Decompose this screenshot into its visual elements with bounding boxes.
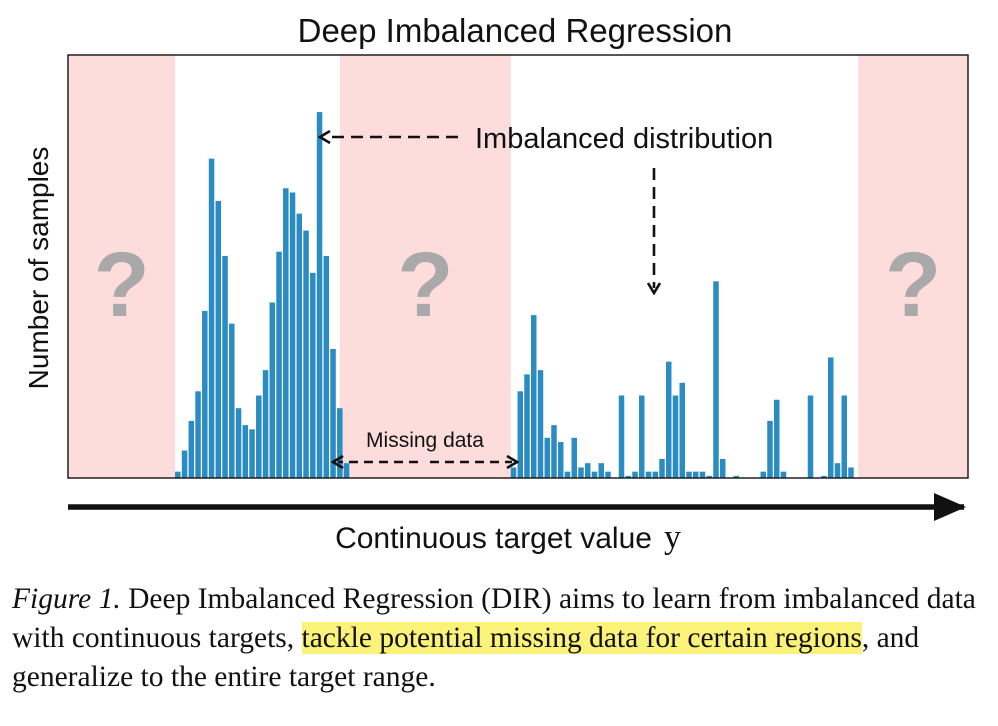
question-marks: ??? (93, 234, 941, 336)
histogram-bar (598, 463, 604, 478)
histogram-bar (605, 471, 611, 478)
x-axis-label-text: Continuous target value (335, 522, 652, 555)
histogram-bar (269, 302, 276, 478)
caption-label: Figure 1. (12, 583, 121, 615)
histogram-bar (558, 442, 564, 478)
histogram-bar (625, 475, 631, 478)
histogram-bar (686, 471, 692, 478)
missing-region (858, 55, 968, 478)
histogram-bar (235, 408, 242, 478)
histogram-bar (517, 391, 523, 478)
x-axis-label: Continuous target value y (335, 519, 681, 556)
histogram-bar (323, 255, 330, 478)
histogram-bar (289, 192, 296, 478)
histogram-bar (564, 471, 571, 478)
histogram-bar (571, 437, 577, 478)
histogram-bar (544, 437, 550, 478)
histogram-bar (706, 475, 712, 478)
histogram-bar (195, 391, 201, 478)
histogram-bar (181, 450, 188, 478)
question-mark: ? (93, 234, 149, 336)
histogram-bar (760, 471, 766, 478)
missing-region (68, 55, 176, 478)
histogram-bar (524, 374, 530, 478)
histogram-bar (666, 361, 672, 478)
histogram-bar (276, 251, 282, 478)
histogram-bar (330, 348, 336, 478)
plot-area: ??? (67, 54, 969, 479)
histogram-bar (645, 471, 652, 478)
histogram-bar (551, 425, 557, 479)
histogram-bar (693, 471, 699, 478)
histogram-bar (639, 395, 645, 478)
chart-title: Deep Imbalanced Regression (298, 12, 733, 49)
histogram-bar (215, 200, 222, 478)
histogram-bar (713, 281, 719, 478)
histogram-bar (229, 323, 235, 478)
histogram-bar (848, 467, 854, 478)
histogram-bar (578, 467, 584, 478)
histogram-bar (591, 471, 598, 478)
histogram-bar (531, 315, 537, 478)
histogram-bar (585, 463, 591, 478)
histogram-bar (618, 395, 625, 478)
histogram-bar (337, 408, 343, 478)
plot-frame (67, 54, 969, 479)
histogram-bar (242, 425, 249, 479)
histogram-bar (188, 420, 195, 478)
histogram-bar (807, 395, 814, 478)
histogram-bar (679, 382, 685, 478)
histogram-bar (672, 395, 679, 478)
missing-region (339, 55, 511, 478)
histogram-bar (175, 471, 181, 478)
histogram-bar (841, 395, 847, 478)
histogram-bar (283, 188, 289, 478)
histogram-bar (821, 475, 827, 478)
histogram-bar (249, 429, 255, 478)
caption-text-after: , and generalize to the entire target ra… (12, 622, 920, 693)
bars (175, 112, 854, 479)
annotation-missing: Missing data (366, 429, 484, 452)
histogram-bar (699, 471, 706, 478)
histogram-bar (834, 463, 841, 478)
question-mark: ? (885, 234, 941, 336)
histogram-bar (774, 399, 780, 478)
histogram-bar (262, 370, 269, 478)
histogram-bar (256, 395, 262, 478)
figure-caption: Figure 1. Deep Imbalanced Regression (DI… (12, 580, 992, 697)
histogram-bar (537, 370, 544, 478)
histogram-bar (780, 471, 787, 478)
x-axis-symbol: y (664, 519, 681, 556)
histogram-bar (310, 272, 316, 478)
caption-highlight: tackle potential missing data for certai… (301, 622, 862, 654)
missing-regions (68, 55, 968, 478)
histogram-bar (316, 112, 323, 479)
histogram-bar (303, 230, 309, 478)
histogram-bar (720, 458, 726, 478)
histogram-bar (202, 310, 208, 478)
annotation-imbalanced: Imbalanced distribution (475, 123, 773, 155)
histogram-bar (296, 213, 303, 479)
histogram-bar (632, 471, 638, 478)
histogram-bar (343, 463, 350, 478)
histogram-bar (659, 458, 665, 478)
histogram-bar (767, 420, 773, 478)
histogram-bar (208, 158, 215, 478)
histogram-bar (733, 475, 739, 478)
question-mark: ? (397, 234, 453, 336)
histogram-bar (222, 255, 228, 478)
histogram-bar (652, 471, 658, 478)
caption-text-before: Deep Imbalanced Regression (DIR) aims to… (12, 583, 976, 654)
y-axis-label: Number of samples (23, 147, 54, 390)
histogram-bar (510, 467, 517, 478)
histogram-bar (828, 357, 834, 478)
